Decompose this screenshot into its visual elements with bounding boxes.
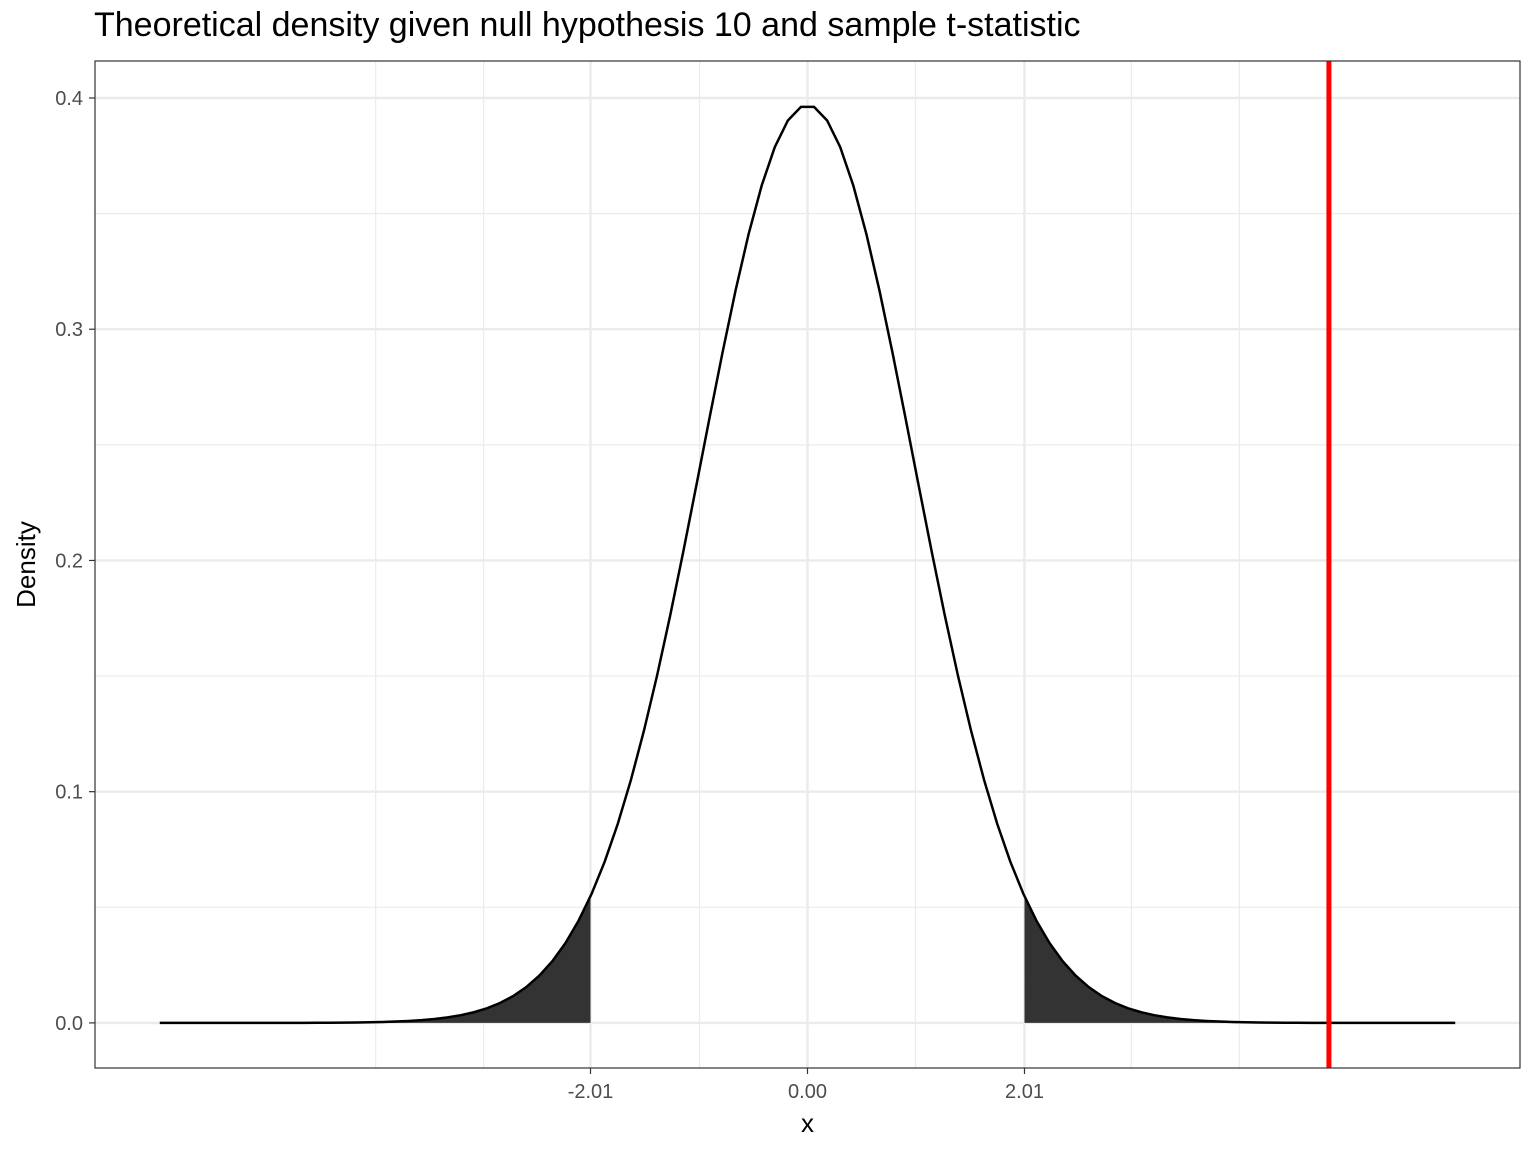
y-tick-label: 0.4 xyxy=(55,88,83,110)
rejection-region xyxy=(159,896,591,1023)
y-axis-title: Density xyxy=(11,521,41,608)
x-axis-ticks: -2.01 0.00 2.01 xyxy=(568,1068,1044,1103)
density-curve xyxy=(159,105,1456,1025)
x-tick-label: 2.01 xyxy=(1005,1081,1044,1103)
chart-title: Theoretical density given null hypothesi… xyxy=(94,6,1081,44)
y-tick-label: 0.3 xyxy=(55,319,83,341)
y-tick-label: 0.0 xyxy=(55,1013,83,1035)
y-tick-label: 0.2 xyxy=(55,550,83,572)
x-tick-label: -2.01 xyxy=(568,1081,614,1103)
x-axis-title: x xyxy=(801,1108,814,1138)
x-tick-label: 0.00 xyxy=(788,1081,827,1103)
rejection-region xyxy=(1024,896,1456,1023)
rejection-regions xyxy=(159,896,1456,1023)
y-axis-ticks: 0.0 0.1 0.2 0.3 0.4 xyxy=(55,88,95,1035)
y-tick-label: 0.1 xyxy=(55,782,83,804)
